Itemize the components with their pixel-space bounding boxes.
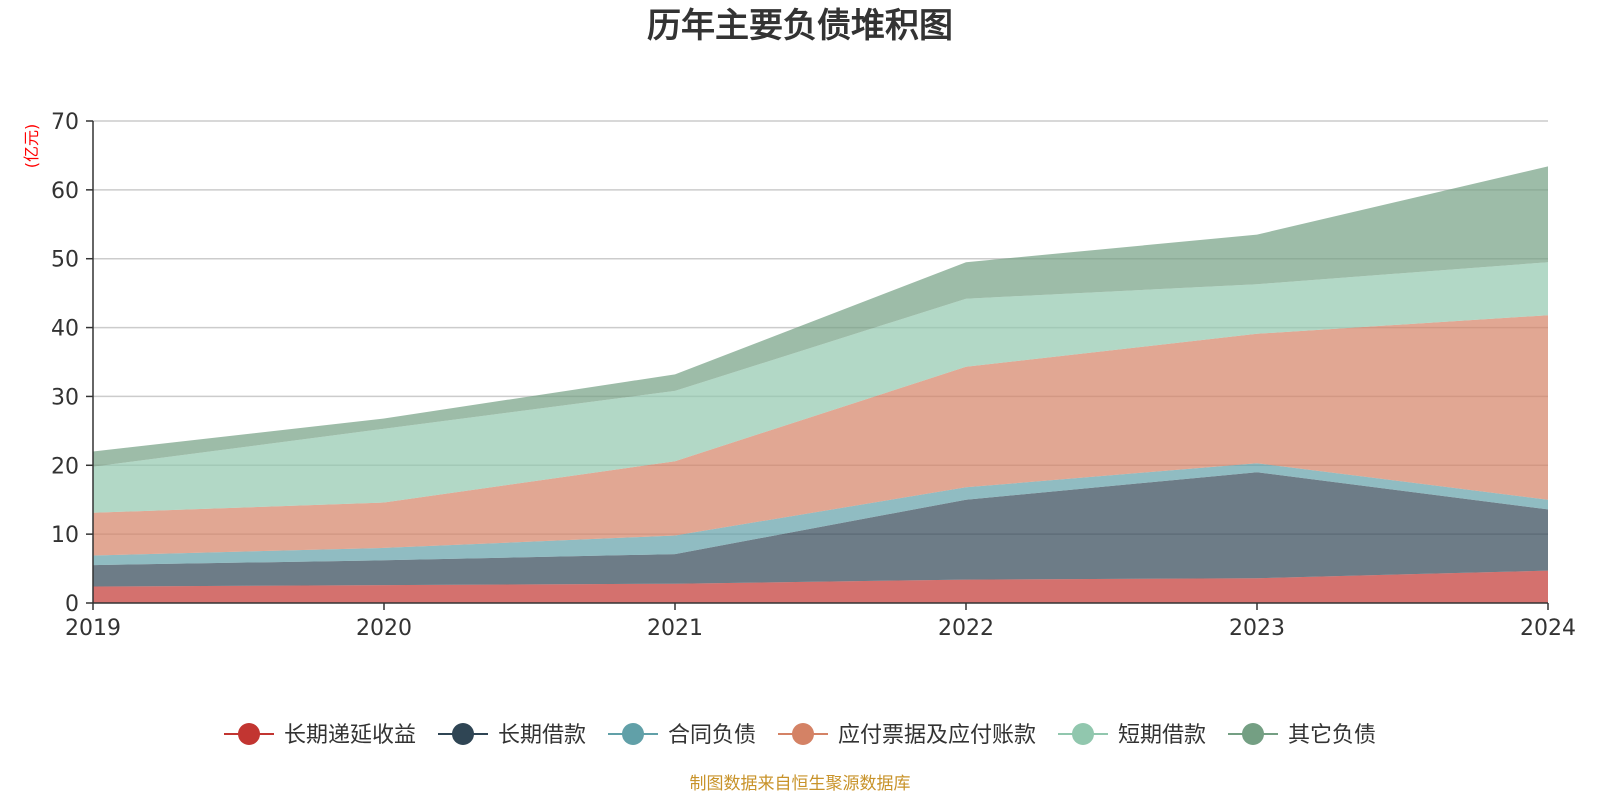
- legend: 长期递延收益 长期借款 合同负债 应付票据及应付账款 短期借款 其它负债: [224, 723, 1376, 748]
- legend-label: 合同负债: [668, 723, 756, 748]
- y-tick-label: 50: [51, 248, 79, 273]
- axes: 0 10 20 30 40 50 60 70 2019 2020 2021 2022 2023 2024: [51, 110, 1576, 641]
- legend-label: 其它负债: [1288, 723, 1376, 748]
- legend-label: 短期借款: [1118, 723, 1206, 748]
- legend-marker-icon: [1072, 723, 1094, 745]
- legend-marker-icon: [1242, 723, 1264, 745]
- legend-label: 长期递延收益: [284, 723, 416, 748]
- legend-item: 应付票据及应付账款: [778, 723, 1036, 748]
- legend-item: 长期递延收益: [224, 723, 416, 748]
- y-tick-label: 40: [51, 317, 79, 342]
- area-series-group: [93, 166, 1548, 603]
- area-series-3: [93, 463, 1548, 566]
- chart-title: 历年主要负债堆积图: [647, 6, 953, 46]
- area-series-6: [93, 166, 1548, 467]
- legend-marker-icon: [238, 723, 260, 745]
- y-tick-label: 10: [51, 523, 79, 548]
- area-series-5: [93, 262, 1548, 513]
- x-tick-label: 2023: [1229, 616, 1285, 641]
- y-tick-label: 0: [65, 592, 79, 617]
- legend-label: 应付票据及应付账款: [838, 723, 1036, 748]
- y-axis-unit-label: (亿元): [22, 124, 41, 169]
- legend-marker-icon: [792, 723, 814, 745]
- legend-item: 其它负债: [1228, 723, 1376, 748]
- legend-marker-icon: [622, 723, 644, 745]
- x-tick-label: 2020: [356, 616, 412, 641]
- x-tick-label: 2019: [65, 616, 121, 641]
- legend-item: 短期借款: [1058, 723, 1206, 748]
- legend-marker-icon: [452, 723, 474, 745]
- y-tick-label: 70: [51, 110, 79, 135]
- area-series-1: [93, 570, 1548, 603]
- x-tick-label: 2022: [938, 616, 994, 641]
- area-series-2: [93, 472, 1548, 587]
- x-tick-label: 2021: [647, 616, 703, 641]
- y-tick-label: 20: [51, 454, 79, 479]
- x-tick-label: 2024: [1520, 616, 1576, 641]
- source-note: 制图数据来自恒生聚源数据库: [690, 774, 911, 794]
- legend-item: 合同负债: [608, 723, 756, 748]
- area-series-4: [93, 315, 1548, 556]
- legend-item: 长期借款: [438, 723, 586, 748]
- y-tick-label: 30: [51, 385, 79, 410]
- y-tick-label: 60: [51, 179, 79, 204]
- legend-label: 长期借款: [498, 723, 586, 748]
